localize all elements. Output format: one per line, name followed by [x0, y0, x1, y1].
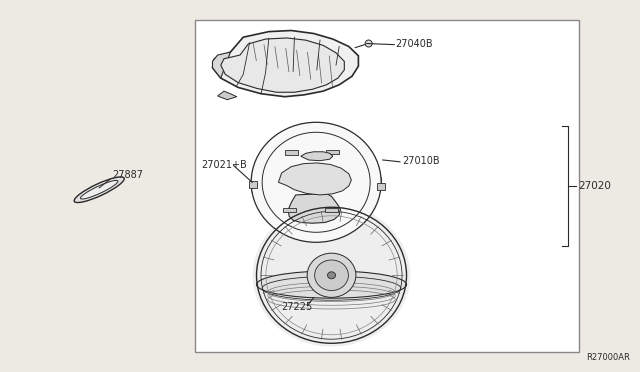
Polygon shape [301, 152, 333, 161]
Text: R27000AR: R27000AR [586, 353, 630, 362]
Text: 27021+B: 27021+B [202, 160, 247, 170]
Text: 27010B: 27010B [402, 156, 440, 166]
Bar [326, 150, 339, 154]
Ellipse shape [307, 253, 356, 297]
Ellipse shape [253, 204, 410, 347]
Bar [325, 208, 338, 212]
Ellipse shape [251, 122, 381, 242]
Ellipse shape [74, 177, 124, 202]
Bar [195, 20, 579, 352]
Polygon shape [288, 193, 340, 223]
Text: 27225: 27225 [282, 302, 313, 311]
Ellipse shape [81, 180, 118, 199]
Ellipse shape [328, 272, 335, 279]
Ellipse shape [315, 260, 348, 291]
Polygon shape [218, 91, 237, 100]
Polygon shape [212, 31, 358, 97]
Bar [249, 181, 257, 188]
Polygon shape [251, 152, 381, 212]
Circle shape [365, 40, 372, 47]
Text: 27040B: 27040B [396, 39, 433, 49]
Text: 27020: 27020 [578, 181, 611, 191]
Bar [285, 150, 298, 155]
Polygon shape [221, 38, 344, 92]
Text: 27887: 27887 [112, 170, 143, 180]
Bar [377, 183, 385, 190]
Polygon shape [278, 163, 351, 195]
Ellipse shape [257, 271, 406, 298]
Bar [283, 208, 296, 212]
Polygon shape [212, 52, 230, 78]
